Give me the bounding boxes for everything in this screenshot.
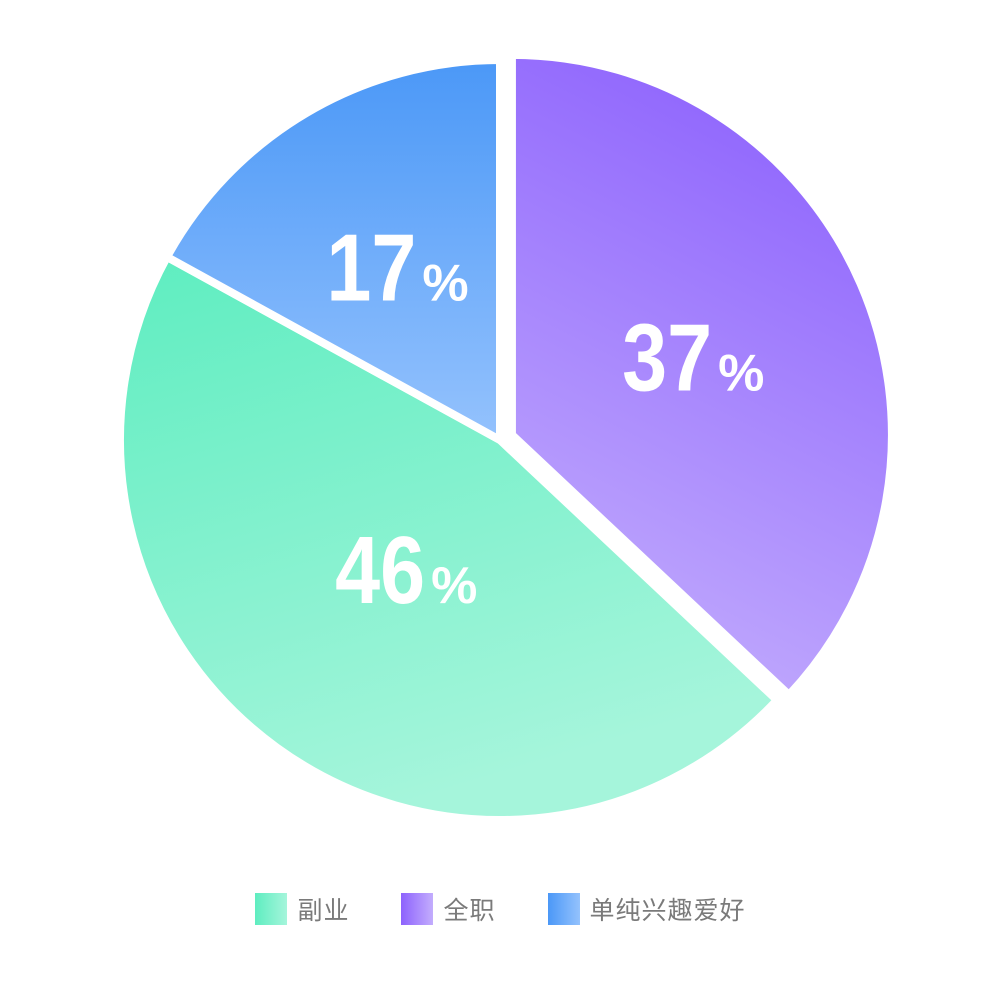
legend-swatch — [401, 893, 434, 925]
legend-label: 单纯兴趣爱好 — [589, 896, 746, 925]
slice-label-hobby: 17% — [326, 215, 468, 322]
pie-chart: 37% 46% 17% — [116, 50, 896, 824]
legend: 副业 全职 单纯兴趣爱好 — [0, 887, 1001, 931]
pie-slice-side-job[interactable] — [116, 251, 783, 824]
legend-item-side-job[interactable]: 副业 — [255, 891, 349, 927]
legend-swatch — [255, 893, 288, 925]
legend-item-full-time[interactable]: 全职 — [401, 891, 495, 927]
pie-svg: 37 % 46 % 17% — [116, 50, 896, 824]
legend-swatch — [547, 893, 580, 925]
slice-label-full-time: 37% — [622, 304, 764, 411]
pie-slice-hobby[interactable] — [161, 55, 504, 447]
legend-label: 全职 — [443, 896, 496, 925]
legend-item-hobby[interactable]: 单纯兴趣爱好 — [547, 891, 746, 927]
pie-slice-full-time[interactable] — [507, 50, 896, 701]
legend-label: 副业 — [297, 896, 350, 925]
slice-label-side-job: 46% — [335, 517, 477, 624]
